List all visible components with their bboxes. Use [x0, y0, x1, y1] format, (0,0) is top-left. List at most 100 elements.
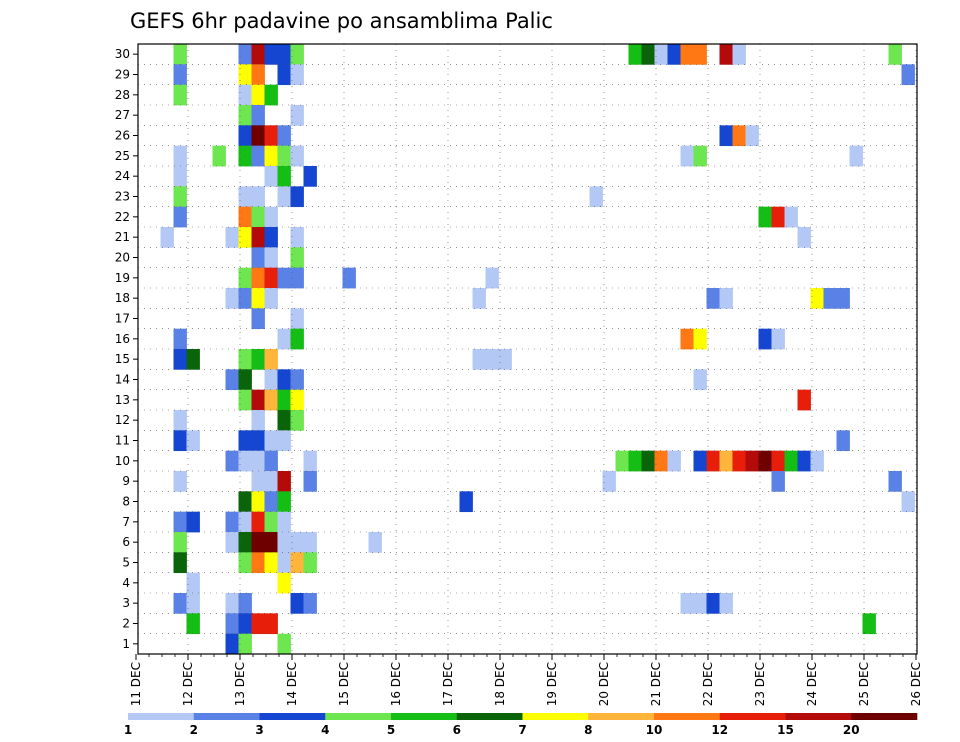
heatmap-cell [173, 511, 187, 533]
legend-swatch [456, 713, 523, 720]
heatmap-cell [303, 532, 317, 553]
heatmap-cell [173, 64, 187, 86]
x-tick-label: 11 DEC [129, 662, 143, 706]
heatmap-cell [758, 450, 772, 472]
heatmap-cell [277, 44, 291, 65]
heatmap-cell [264, 532, 278, 553]
heatmap-cell [173, 328, 187, 350]
y-tick-label: 22 [115, 210, 130, 224]
heatmap-cell [173, 552, 187, 574]
legend-swatch [588, 713, 655, 720]
heatmap-cell [264, 206, 278, 228]
heatmap-cell [290, 247, 304, 269]
y-tick-label: 28 [115, 88, 130, 102]
heatmap-cell [758, 328, 772, 350]
heatmap-cell [173, 206, 187, 228]
x-tick-label: 24 DEC [805, 662, 819, 706]
y-tick-label: 23 [115, 190, 130, 204]
heatmap-cell [251, 430, 265, 452]
heatmap-cell [628, 450, 642, 472]
heatmap-cell [264, 84, 278, 106]
heatmap-cell [238, 633, 252, 655]
heatmap-cell [264, 227, 278, 248]
heatmap-cell [277, 186, 291, 208]
heatmap-cell [264, 44, 278, 65]
heatmap-cell [225, 450, 239, 472]
heatmap-cell [277, 633, 291, 655]
heatmap-cell [290, 64, 304, 86]
x-tick-label: 19 DEC [545, 662, 559, 706]
y-tick-label: 1 [122, 637, 130, 651]
legend-label: 2 [190, 723, 198, 737]
heatmap-cell [277, 430, 291, 452]
y-tick-label: 4 [122, 576, 130, 590]
legend-swatch [128, 713, 195, 720]
heatmap-cell [290, 410, 304, 431]
heatmap-cell [771, 450, 785, 472]
legend-label: 10 [646, 723, 663, 737]
heatmap-cell [225, 613, 239, 635]
legend-label: 20 [843, 723, 860, 737]
heatmap-cell [693, 44, 707, 65]
heatmap-cell [238, 511, 252, 533]
heatmap-cell [251, 349, 265, 370]
heatmap-cell [745, 125, 759, 147]
heatmap-cell [277, 491, 291, 513]
heatmap-cell [888, 471, 902, 492]
heatmap-cell [849, 145, 863, 167]
legend-label: 7 [518, 723, 526, 737]
legend-label: 6 [453, 723, 461, 737]
heatmap-cell [186, 349, 200, 370]
y-tick-label: 14 [115, 373, 130, 387]
heatmap-cell [264, 369, 278, 391]
heatmap-cell [693, 593, 707, 614]
heatmap-cell [459, 491, 473, 513]
heatmap-cell [225, 511, 239, 533]
x-tick-label: 17 DEC [441, 662, 455, 706]
heatmap-cell [186, 593, 200, 614]
heatmap-cell [771, 206, 785, 228]
heatmap-cell [264, 166, 278, 187]
heatmap-cell [290, 145, 304, 167]
heatmap-cell [264, 267, 278, 289]
heatmap-cell [732, 44, 746, 65]
heatmap-cell [238, 267, 252, 289]
y-axis: 1234567891011121314151617181920212223242… [115, 47, 138, 651]
heatmap-cell [264, 125, 278, 147]
heatmap-cell [810, 450, 824, 472]
heatmap-cell [888, 44, 902, 65]
x-tick-label: 25 DEC [857, 662, 871, 706]
heatmap-cell [264, 511, 278, 533]
heatmap-cell [264, 491, 278, 513]
x-tick-label: 15 DEC [337, 662, 351, 706]
legend-label: 3 [255, 723, 263, 737]
heatmap-cell [251, 552, 265, 574]
heatmap-cell [862, 613, 876, 635]
heatmap-cell [771, 471, 785, 492]
heatmap-cell [290, 105, 304, 126]
heatmap-cell [238, 64, 252, 86]
heatmap-cell [238, 450, 252, 472]
y-tick-label: 21 [115, 230, 130, 244]
heatmap-cell [238, 532, 252, 553]
legend-swatch [391, 713, 458, 720]
heatmap-cell [251, 410, 265, 431]
heatmap-cell [238, 389, 252, 411]
y-tick-label: 15 [115, 352, 130, 366]
x-tick-label: 18 DEC [493, 662, 507, 706]
legend-swatch [719, 713, 786, 720]
heatmap-cell [290, 186, 304, 208]
heatmap-cell [719, 125, 733, 147]
legend-label: 12 [711, 723, 728, 737]
heatmap-cell [277, 389, 291, 411]
heatmap-cell [706, 593, 720, 614]
y-tick-label: 12 [115, 413, 130, 427]
heatmap-cell [251, 64, 265, 86]
heatmap-cell [264, 349, 278, 370]
heatmap-cell [251, 84, 265, 106]
y-tick-label: 8 [122, 495, 130, 509]
x-tick-label: 22 DEC [701, 662, 715, 706]
heatmap-cell [303, 450, 317, 472]
heatmap-cell [277, 572, 291, 594]
